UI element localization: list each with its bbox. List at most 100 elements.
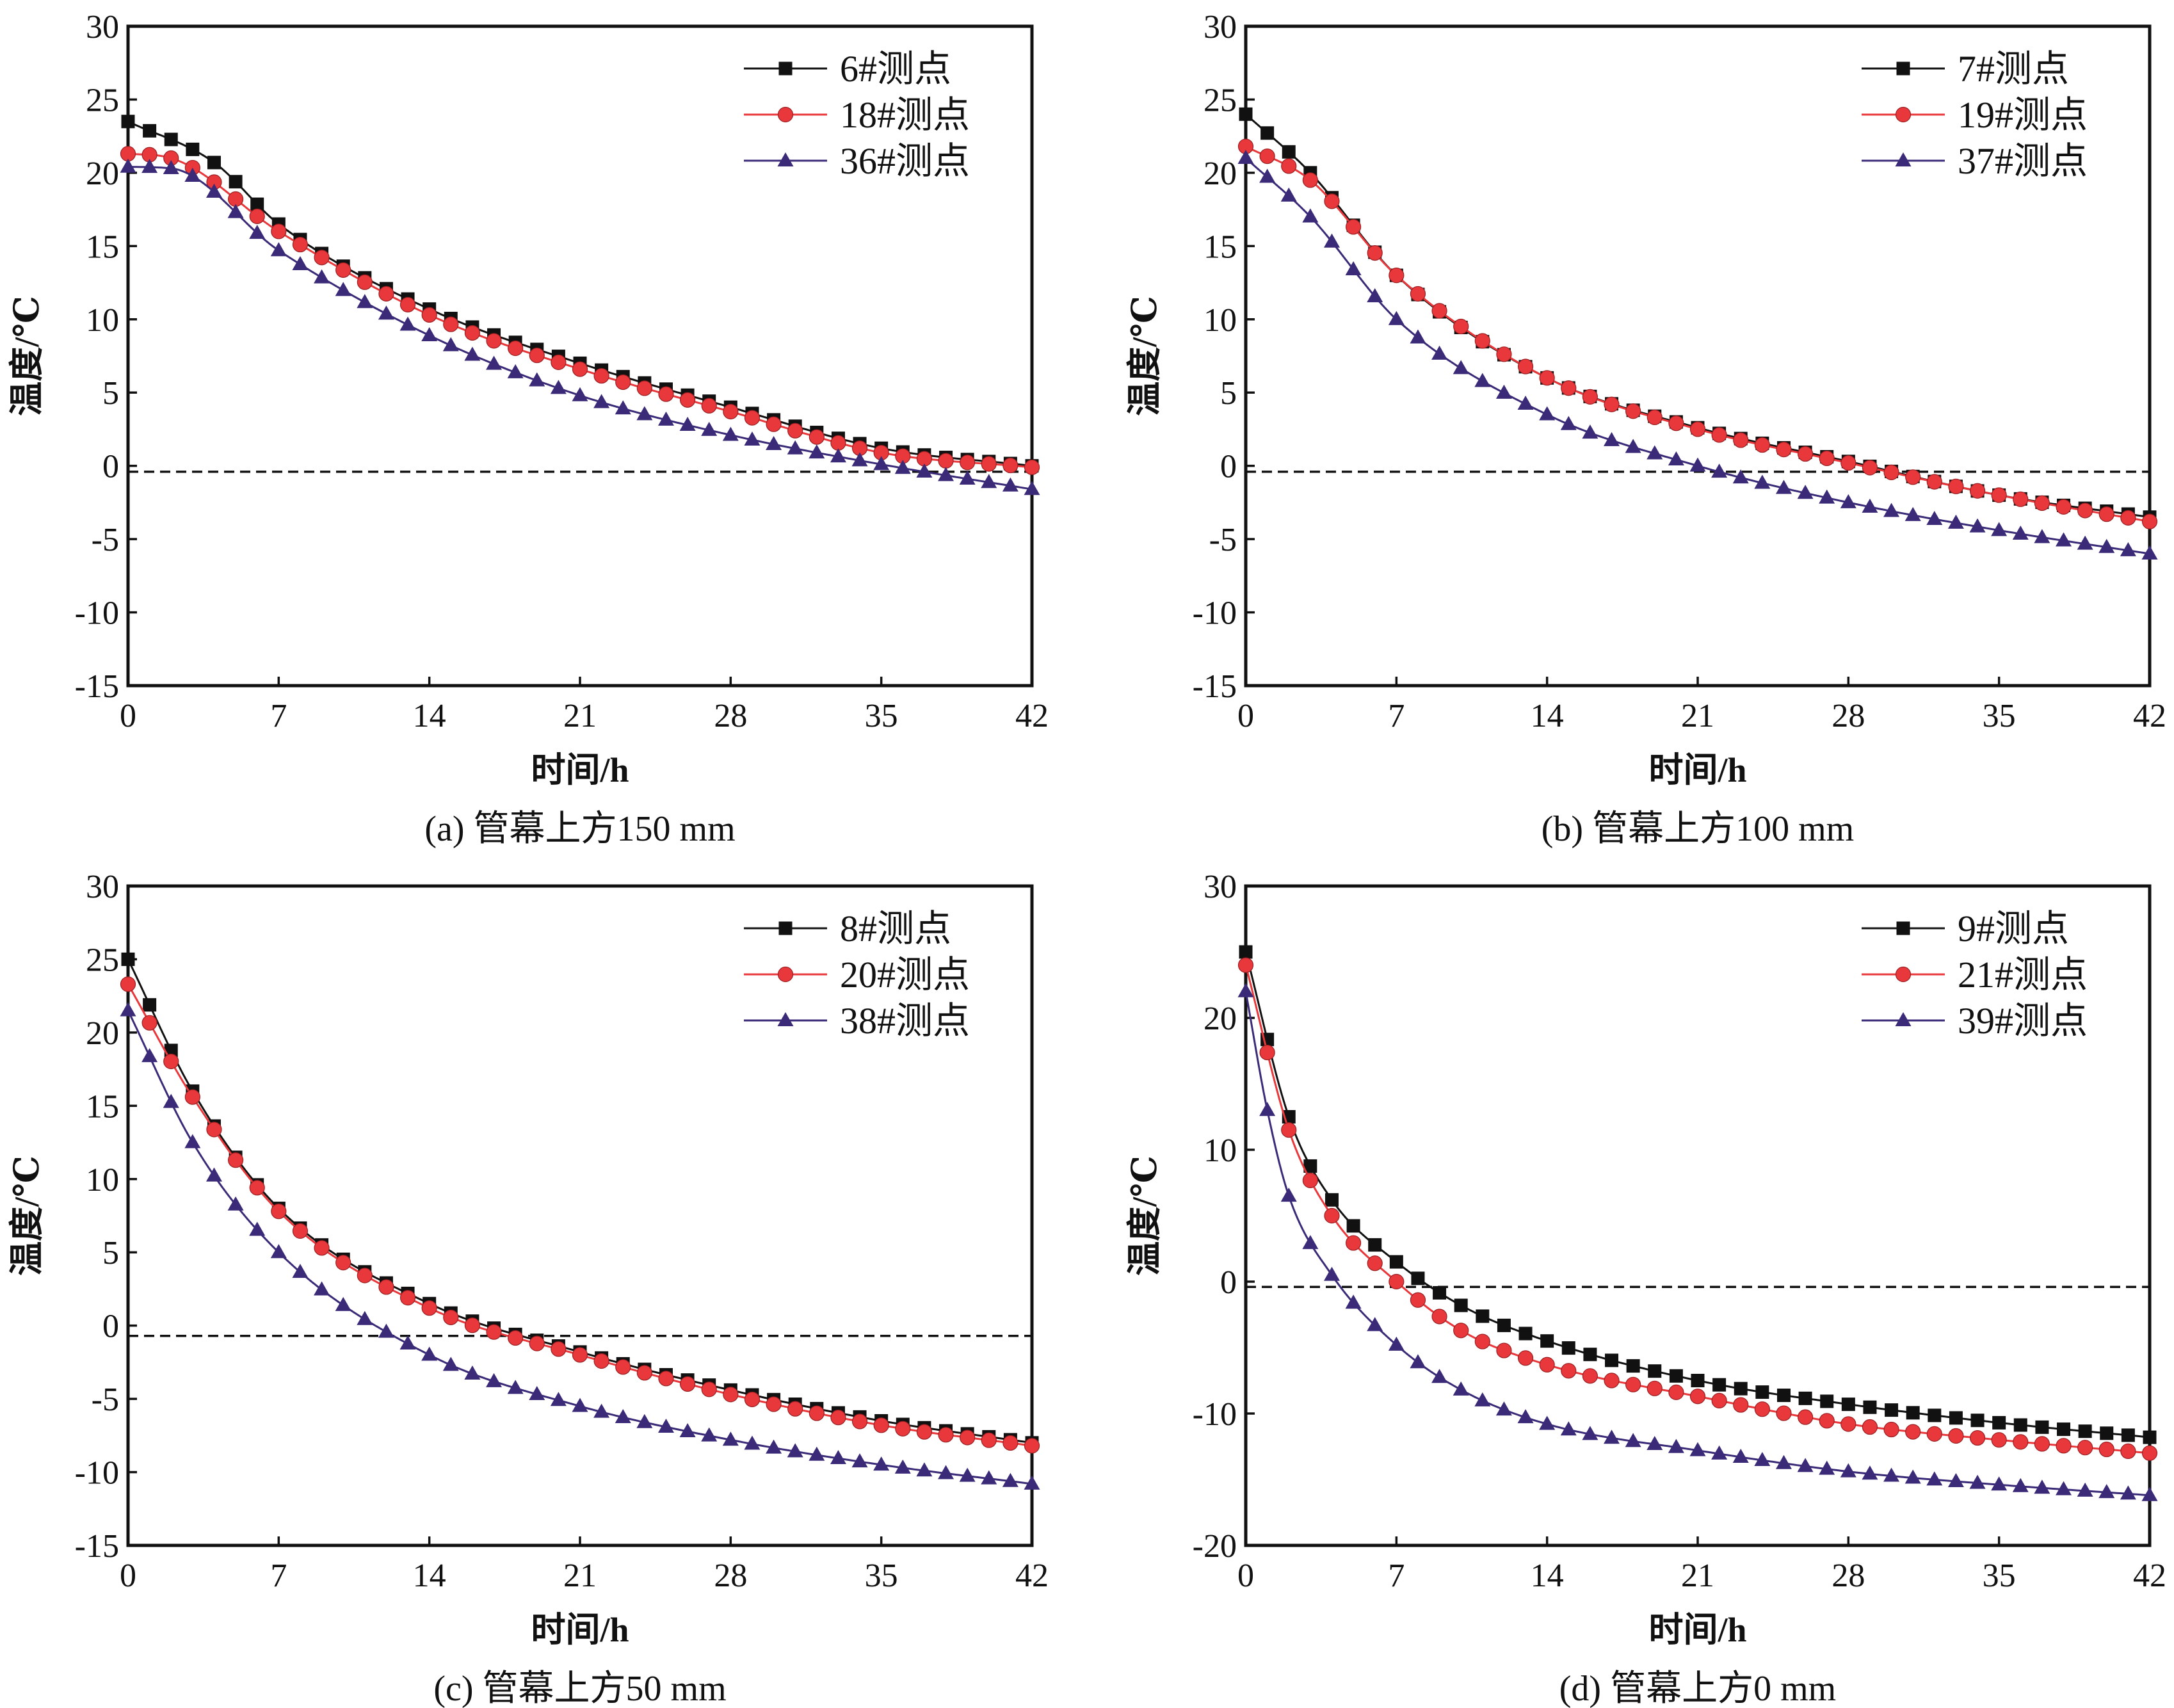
data-point (744, 1435, 761, 1450)
data-point (1582, 389, 1598, 405)
x-axis-title: 时间/h (1648, 751, 1746, 789)
data-point (2143, 1430, 2157, 1444)
data-point (1820, 1394, 1834, 1408)
data-point (1582, 424, 1598, 439)
data-point (1453, 318, 1469, 335)
data-point (981, 1432, 997, 1448)
data-point (1476, 1309, 1490, 1323)
data-point (851, 452, 868, 467)
data-point (1905, 469, 1921, 485)
series-line (127, 1010, 1033, 1485)
legend: 9#测点 21#测点 39#测点 (1862, 908, 2088, 1042)
y-tick-label: 5 (102, 375, 119, 412)
data-point (1302, 208, 1319, 223)
data-point (2013, 491, 2029, 507)
data-point (357, 274, 373, 290)
x-tick-label: 35 (1983, 1558, 2016, 1594)
data-point (2077, 1482, 2093, 1497)
data-point (1474, 1333, 1490, 1349)
data-point (1647, 1380, 1663, 1396)
y-tick-label: 0 (102, 1309, 119, 1345)
legend-item: 20#测点 (744, 954, 970, 995)
y-tick-label: 0 (1220, 449, 1237, 485)
data-point (938, 453, 954, 469)
data-point (464, 1317, 481, 1333)
y-tick-label: -15 (75, 1528, 119, 1565)
legend-label: 20#测点 (840, 954, 970, 995)
data-point (657, 411, 674, 426)
data-point (120, 976, 136, 992)
chart-panel-a: -15 -10 -5 0 5 10 15 20 25 30 0 7 14 21 28 35 42 时间/h 温度/℃… (8, 9, 1049, 849)
data-point (1905, 1424, 1921, 1440)
data-point (1992, 1415, 2006, 1430)
data-point (1926, 510, 1943, 525)
legend-marker (778, 61, 793, 76)
data-point (2120, 510, 2136, 526)
legend-label: 38#测点 (840, 1000, 970, 1042)
data-point (2141, 1486, 2158, 1501)
x-tick-label: 0 (120, 698, 136, 734)
data-point (1024, 1438, 1040, 1454)
y-tick-label: -10 (75, 595, 119, 632)
data-point (1841, 1398, 1855, 1412)
data-point (1410, 286, 1426, 302)
data-point (2056, 1481, 2072, 1495)
data-point (2077, 535, 2093, 550)
data-point (442, 337, 459, 351)
y-tick-label: 0 (102, 449, 119, 485)
data-point (1647, 409, 1663, 425)
data-point (572, 387, 588, 401)
data-point (2034, 1479, 2050, 1494)
data-point (1734, 1382, 1748, 1396)
data-point (1625, 1376, 1641, 1392)
data-point (981, 456, 997, 472)
data-point (1002, 1435, 1019, 1451)
data-point (1862, 498, 1878, 513)
y-tick-label: 0 (1220, 1264, 1237, 1301)
data-point (1367, 1255, 1383, 1271)
y-tick-label: -5 (92, 1382, 119, 1418)
data-point (1410, 329, 1426, 344)
legend-label: 18#测点 (840, 94, 970, 136)
legend-label: 7#测点 (1958, 48, 2069, 90)
y-tick-label: 20 (86, 156, 119, 192)
x-tick-label: 7 (1388, 698, 1405, 734)
data-point (1883, 464, 1899, 481)
data-point (787, 440, 803, 455)
data-point (1496, 346, 1512, 362)
data-point (529, 1335, 545, 1351)
data-point (1840, 1416, 1856, 1432)
data-point (529, 372, 545, 387)
data-point (1733, 432, 1749, 448)
data-point (1626, 1359, 1640, 1373)
data-point (1454, 1298, 1468, 1312)
data-point (572, 1398, 588, 1412)
data-point (679, 1376, 696, 1392)
data-point (1668, 1384, 1684, 1400)
data-point (1495, 1401, 1512, 1416)
data-point (1798, 1391, 1812, 1405)
data-point (1539, 1357, 1555, 1373)
data-point (1819, 1460, 1835, 1475)
data-point (421, 1346, 438, 1361)
data-point (744, 410, 761, 426)
data-point (1604, 1430, 1620, 1444)
data-point (2141, 1445, 2158, 1461)
data-point (1388, 310, 1405, 325)
data-point (1024, 459, 1040, 476)
data-point (1496, 1342, 1512, 1358)
legend-item: 19#测点 (1862, 94, 2088, 136)
data-point (1904, 506, 1921, 521)
data-point (1969, 1474, 1986, 1489)
data-point (205, 183, 222, 198)
data-point (2056, 499, 2072, 515)
data-point (1411, 1271, 1425, 1285)
y-axis-title: 温度/℃ (8, 1156, 46, 1276)
data-point (1237, 983, 1254, 997)
data-point (1345, 261, 1362, 275)
legend-label: 39#测点 (1958, 1000, 2088, 1042)
legend-marker (1896, 921, 1910, 935)
chart-caption: (d) 管幕上方0 mm (1559, 1669, 1836, 1708)
